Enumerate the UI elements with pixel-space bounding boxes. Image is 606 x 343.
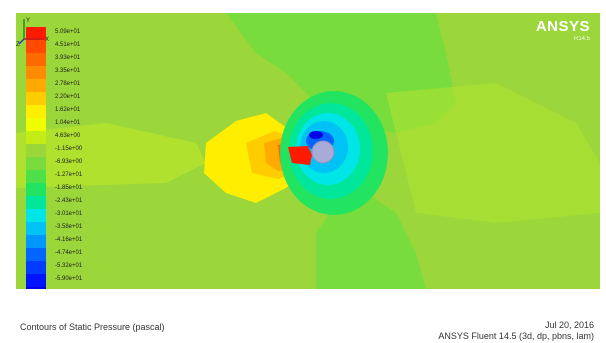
legend-swatch xyxy=(26,27,46,40)
contour-right-band xyxy=(386,83,600,223)
legend-label: 1.62e+01 xyxy=(55,107,81,113)
legend-swatch xyxy=(26,222,46,235)
cylinder-body xyxy=(311,140,335,164)
logo-version: R14.5 xyxy=(573,36,590,42)
legend-label: -3.58e+01 xyxy=(55,224,83,230)
legend-label: 1.04e+01 xyxy=(55,120,81,126)
legend-swatch xyxy=(26,274,46,287)
z-axis-line xyxy=(18,38,25,45)
ansys-logo: ANSYS R14.5 xyxy=(536,19,590,43)
legend-swatch xyxy=(26,66,46,79)
legend-swatch xyxy=(26,40,46,53)
contour-lower-band xyxy=(316,193,426,289)
legend-label: -2.43e+01 xyxy=(55,198,83,204)
z-axis-label: Z xyxy=(16,42,20,47)
legend-label: -5.90e+01 xyxy=(55,276,83,282)
legend-label: 4.51e+01 xyxy=(55,42,81,48)
legend-swatch xyxy=(26,235,46,248)
legend-swatch xyxy=(26,170,46,183)
legend-swatch xyxy=(26,131,46,144)
legend-label: -3.01e+01 xyxy=(55,211,83,217)
legend-label: 3.35e+01 xyxy=(55,68,81,74)
pressure-contour-plot xyxy=(16,13,600,289)
plot-footer: Contours of Static Pressure (pascal) Jul… xyxy=(0,289,606,343)
legend-label: 3.93e+01 xyxy=(55,55,81,61)
legend-label: 5.09e+01 xyxy=(55,29,81,35)
legend-label: 2.20e+01 xyxy=(55,94,81,100)
legend-swatch xyxy=(26,118,46,131)
contour-left-band xyxy=(16,123,206,188)
legend-swatch xyxy=(26,248,46,261)
legend-swatch xyxy=(26,53,46,66)
legend-swatch xyxy=(26,144,46,157)
legend-label: -4.16e+01 xyxy=(55,237,83,243)
legend-swatch xyxy=(26,79,46,92)
legend-swatch xyxy=(26,287,46,289)
plot-date: Jul 20, 2016 xyxy=(544,320,594,330)
legend-label: -1.27e+01 xyxy=(55,172,83,178)
axis-triad-icon: Y X Z xyxy=(16,18,49,47)
y-axis-label: Y xyxy=(26,18,30,24)
legend-label: -4.74e+01 xyxy=(55,250,83,256)
legend-label: 4.63e+00 xyxy=(55,133,81,139)
legend-swatch xyxy=(26,261,46,274)
plot-caption: Contours of Static Pressure (pascal) xyxy=(20,322,165,332)
legend-label: -1.85e+01 xyxy=(55,185,83,191)
legend-swatch xyxy=(26,92,46,105)
legend-label: -1.15e+00 xyxy=(55,146,83,152)
logo-name: ANSYS xyxy=(535,18,590,35)
legend-swatch xyxy=(26,105,46,118)
legend-label: -6.93e+00 xyxy=(55,159,83,165)
legend-swatch xyxy=(26,196,46,209)
x-axis-label: X xyxy=(45,37,49,43)
legend-swatch xyxy=(26,183,46,196)
legend-label: 2.78e+01 xyxy=(55,81,81,87)
legend-label: -5.32e+01 xyxy=(55,263,83,269)
legend-swatch xyxy=(26,157,46,170)
legend-swatch xyxy=(26,209,46,222)
contour-stagnation-front xyxy=(288,146,312,165)
graphics-viewport[interactable]: 5.09e+01 4.51e+01 3.93e+01 3.35e+01 2.78e+01… xyxy=(16,13,600,289)
contour-ring-core xyxy=(309,131,323,139)
solver-info: ANSYS Fluent 14.5 (3d, dp, pbns, lam) xyxy=(438,331,594,341)
